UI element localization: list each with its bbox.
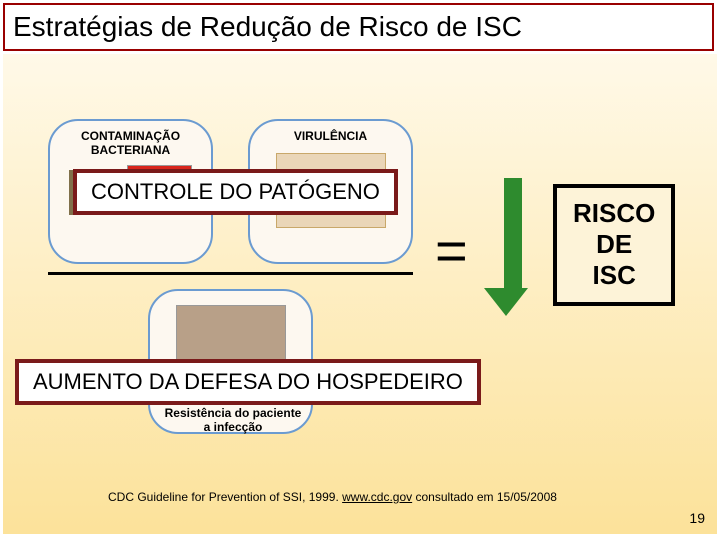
citation-pre: CDC Guideline for Prevention of SSI, 199… xyxy=(108,490,342,504)
contamination-label-2: BACTERIANA xyxy=(60,143,201,157)
down-arrow-icon xyxy=(497,178,528,316)
page-title: Estratégias de Redução de Risco de ISC xyxy=(13,11,704,43)
resistance-line-2: a infecção xyxy=(133,420,333,434)
risk-box: RISCO DE ISC xyxy=(553,184,675,306)
risk-line-1: RISCO xyxy=(573,198,655,229)
callout-pathogen-control: CONTROLE DO PATÓGENO xyxy=(73,169,398,215)
risk-line-2: DE xyxy=(573,229,655,260)
fraction-line xyxy=(48,272,413,275)
risk-line-3: ISC xyxy=(573,260,655,291)
title-frame: Estratégias de Redução de Risco de ISC xyxy=(3,3,714,51)
citation-link[interactable]: www.cdc.gov xyxy=(342,490,412,504)
resistance-caption: Resistência do paciente a infecção xyxy=(133,406,333,434)
content-area: CONTAMINAÇÃO BACTERIANA X VIRULÊNCIA CON… xyxy=(3,54,717,534)
equals-symbol: = xyxy=(435,218,468,283)
page-number: 19 xyxy=(689,510,705,526)
citation-post: consultado em 15/05/2008 xyxy=(412,490,557,504)
citation: CDC Guideline for Prevention of SSI, 199… xyxy=(108,490,557,504)
resistance-line-1: Resistência do paciente xyxy=(133,406,333,420)
callout-host-defense: AUMENTO DA DEFESA DO HOSPEDEIRO xyxy=(15,359,481,405)
contamination-label-1: CONTAMINAÇÃO xyxy=(60,129,201,143)
virulence-label: VIRULÊNCIA xyxy=(260,129,401,143)
